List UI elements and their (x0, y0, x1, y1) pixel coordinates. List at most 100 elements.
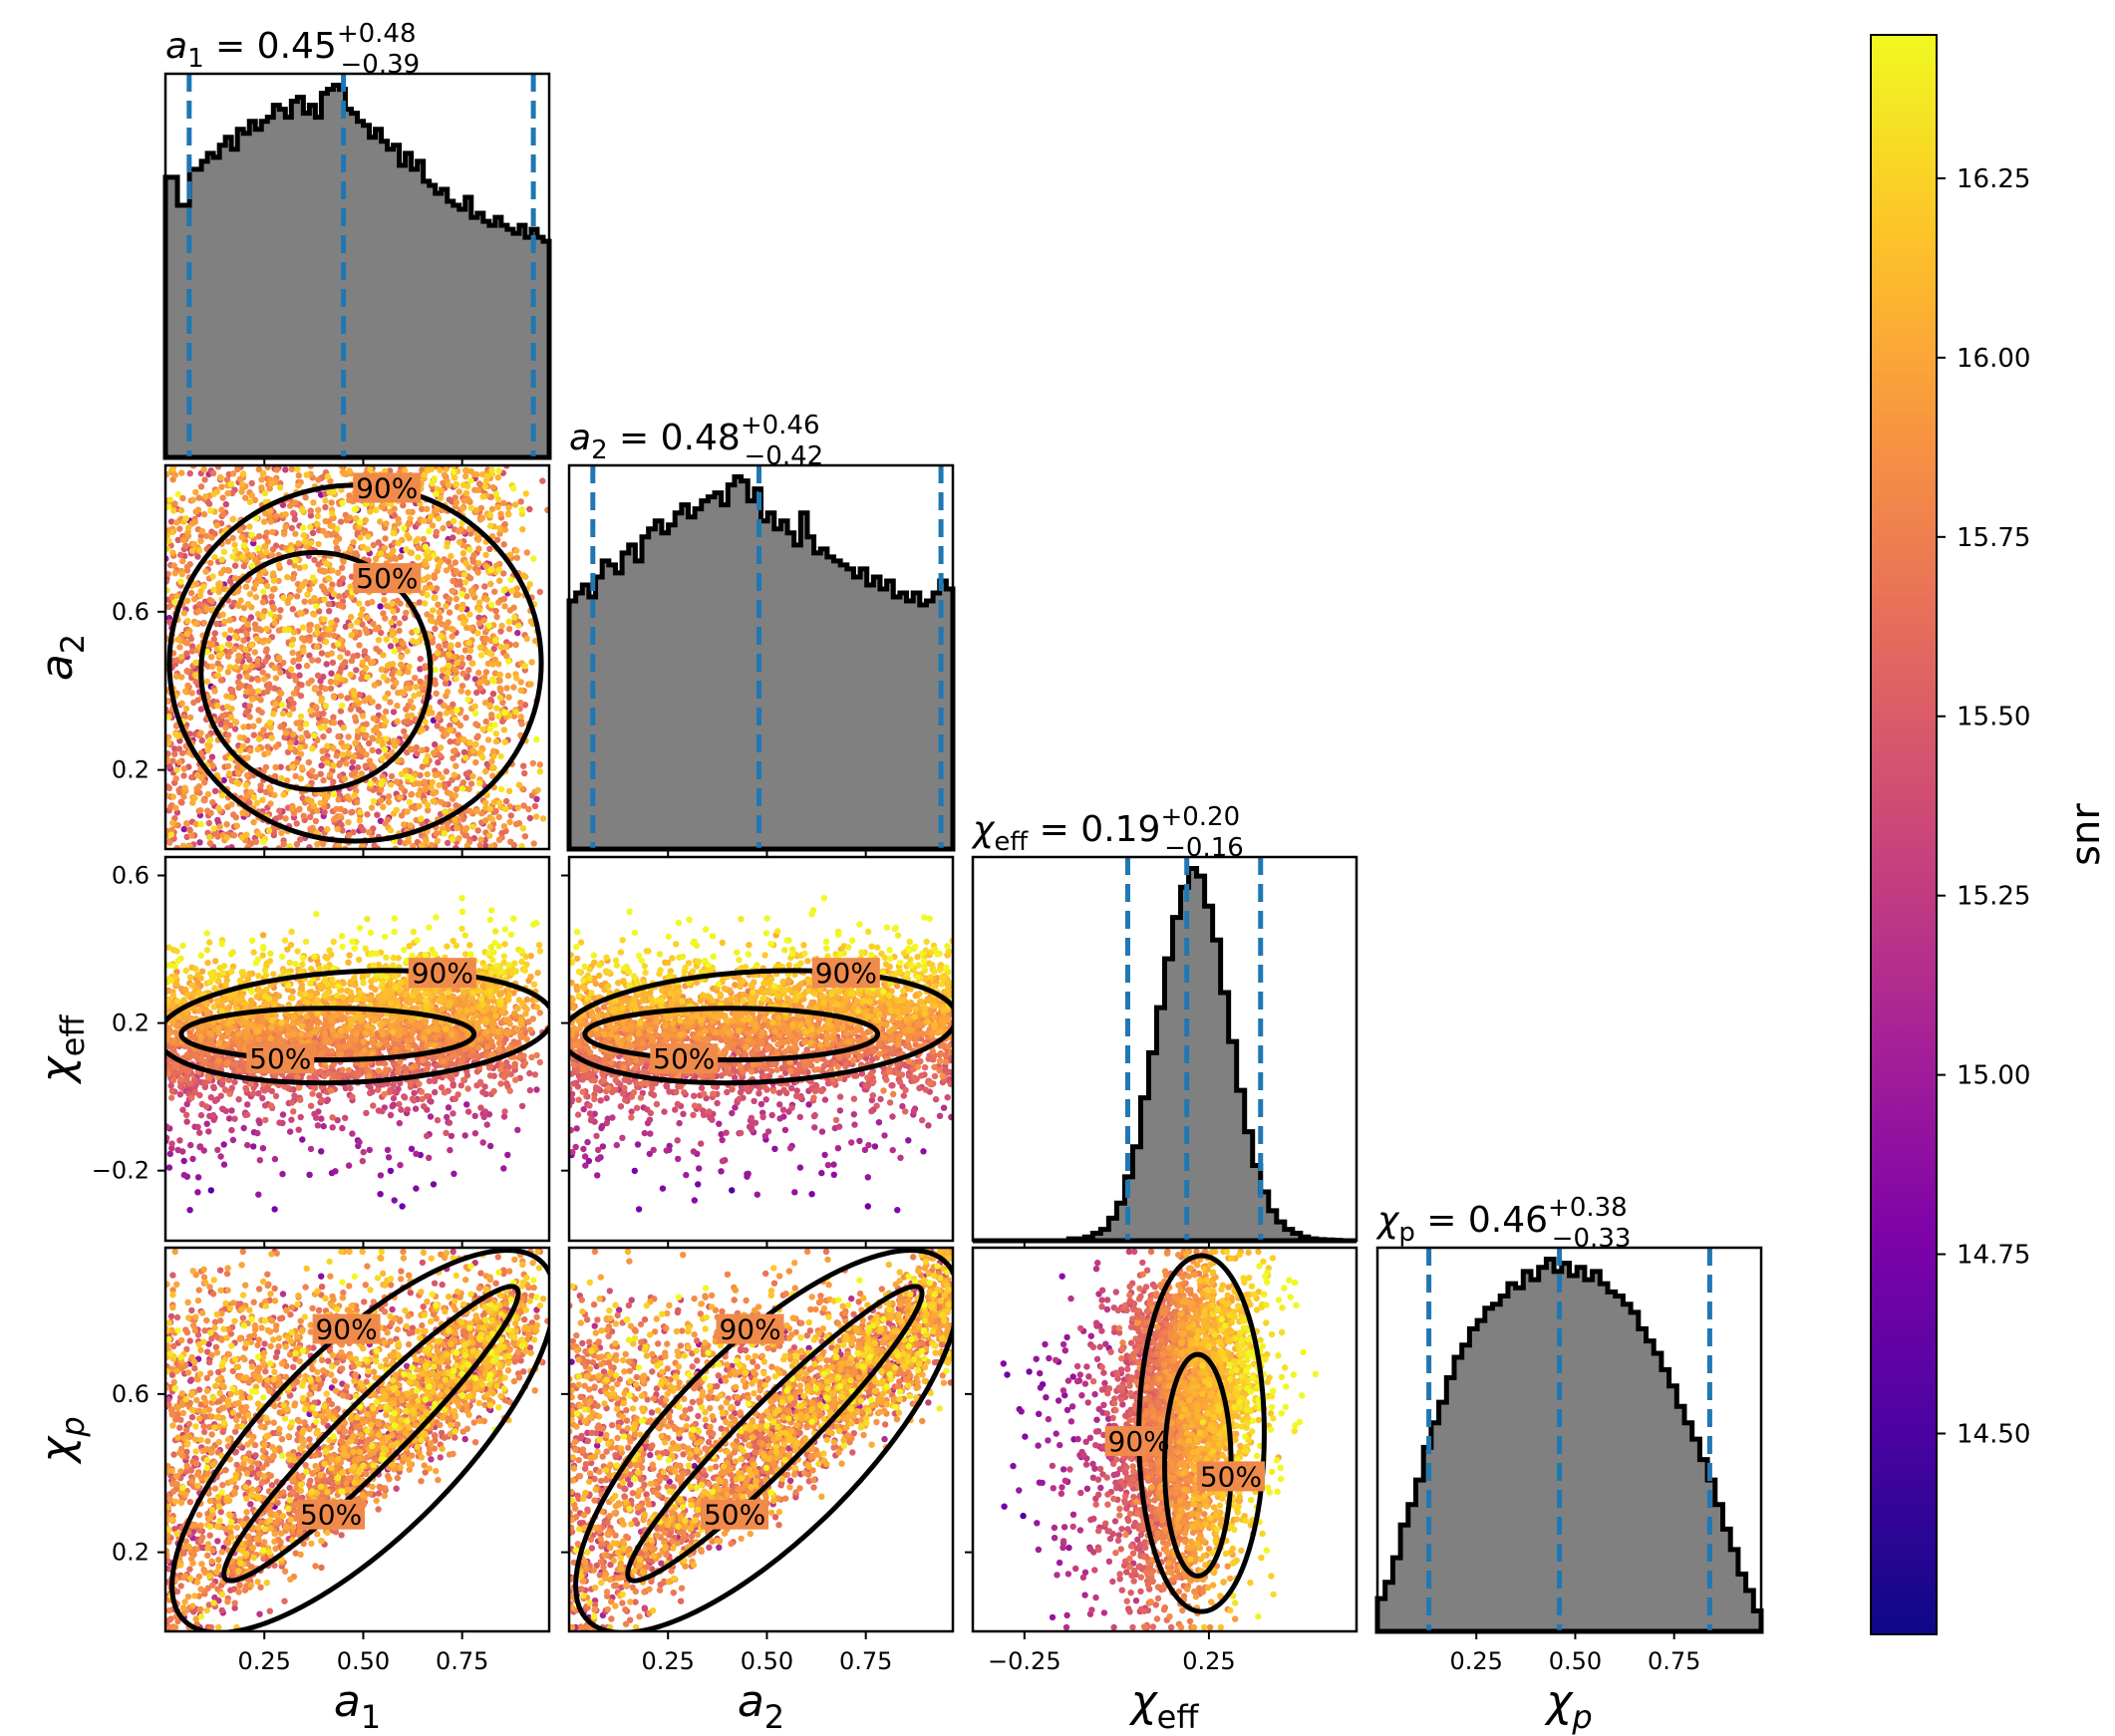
scatter-point (424, 1132, 431, 1140)
scatter-point (488, 815, 496, 823)
scatter-point (385, 798, 393, 806)
scatter-point (218, 483, 225, 490)
scatter-point (356, 691, 363, 699)
scatter-point (290, 810, 298, 817)
scatter-point (196, 1143, 203, 1151)
scatter-point (309, 657, 316, 664)
scatter-point (379, 1107, 386, 1115)
scatter-point (371, 682, 378, 689)
scatter-point (504, 1151, 511, 1159)
scatter-point (348, 593, 355, 600)
scatter-point (232, 664, 239, 671)
scatter-point (307, 621, 314, 629)
scatter-point (486, 1062, 494, 1070)
scatter-point (198, 527, 206, 535)
scatter-point (539, 477, 546, 484)
scatter-point (311, 731, 318, 739)
scatter-point (469, 1047, 476, 1054)
scatter-point (292, 557, 299, 564)
scatter-point (322, 718, 329, 724)
scatter-point (451, 653, 458, 660)
scatter-point (435, 515, 443, 522)
scatter-point (349, 1130, 356, 1137)
scatter-point (446, 1054, 453, 1062)
scatter-point (501, 526, 509, 533)
scatter-point (512, 547, 520, 554)
scatter-point (510, 684, 517, 691)
scatter-point (177, 506, 185, 514)
scatter-point (424, 591, 431, 599)
scatter-point (243, 631, 250, 638)
scatter-point (520, 762, 527, 769)
scatter-point (255, 830, 262, 837)
scatter-point (495, 813, 502, 821)
scatter-point (489, 661, 496, 668)
scatter-point (185, 749, 192, 756)
scatter-point (389, 600, 396, 607)
scatter-point (333, 805, 340, 812)
scatter-point (345, 749, 352, 756)
scatter-point (444, 543, 451, 550)
scatter-point (417, 656, 424, 663)
scatter-point (469, 590, 476, 598)
scatter-point (361, 698, 368, 705)
scatter-point (282, 511, 289, 518)
scatter-point (430, 1181, 438, 1188)
scatter-point (309, 574, 317, 581)
scatter-point (392, 637, 399, 644)
scatter-point (521, 769, 528, 777)
scatter-point (299, 524, 307, 531)
scatter-point (258, 709, 265, 717)
scatter-point (239, 742, 247, 750)
scatter-point (460, 748, 468, 755)
scatter-point (225, 1115, 233, 1122)
scatter-point (280, 659, 287, 667)
scatter-point (321, 568, 329, 575)
scatter-point (462, 824, 470, 832)
scatter-point (378, 786, 385, 793)
scatter-point (335, 796, 342, 803)
scatter-point (277, 669, 284, 676)
scatter-point (380, 803, 387, 810)
scatter-point (208, 534, 215, 541)
scatter-point (464, 696, 471, 704)
scatter-point (441, 1089, 449, 1096)
scatter-point (452, 815, 458, 823)
scatter-point (209, 663, 216, 670)
panel-title: a1 = 0.45+0.48 −0.39 (165, 19, 420, 80)
scatter-point (405, 669, 412, 676)
scatter-point (258, 484, 265, 491)
scatter-point (367, 779, 375, 787)
scatter-point (227, 714, 234, 721)
scatter-point (370, 797, 378, 805)
scatter-point (248, 531, 255, 538)
scatter-point (330, 790, 337, 798)
scatter-point (284, 748, 292, 755)
scatter-point (381, 1090, 388, 1098)
scatter-point (297, 724, 304, 732)
scatter-point (320, 840, 327, 848)
scatter-point (246, 498, 254, 505)
scatter-point (344, 695, 351, 702)
scatter-point (453, 675, 459, 683)
scatter-point (471, 676, 479, 683)
scatter-point (269, 528, 276, 536)
histogram-bars (162, 83, 552, 460)
scatter-point (394, 597, 401, 604)
scatter-point (382, 1060, 389, 1067)
scatter-point (469, 558, 476, 565)
scatter-point (224, 669, 232, 676)
scatter-point (487, 843, 494, 849)
scatter-point (381, 596, 388, 604)
scatter-point (217, 1092, 224, 1099)
scatter-point (465, 640, 473, 647)
scatter-point (225, 567, 232, 574)
contour-label-background (353, 563, 422, 594)
scatter-point (356, 642, 363, 649)
scatter-point (517, 699, 524, 707)
scatter-point (344, 650, 351, 657)
scatter-point (359, 1157, 366, 1165)
scatter-point (185, 524, 192, 531)
scatter-point (206, 736, 214, 743)
scatter-point (189, 496, 196, 503)
